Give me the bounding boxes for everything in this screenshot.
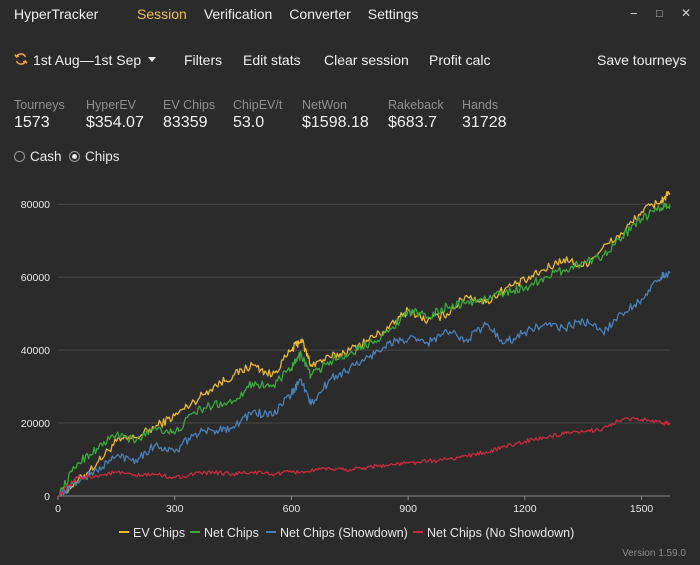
y-tick-label: 80000	[21, 199, 50, 211]
profit-calc-button[interactable]: Profit calc	[429, 52, 491, 68]
clear-session-button[interactable]: Clear session	[324, 52, 409, 68]
stat-label: ChipEV/t	[233, 98, 283, 112]
filters-button[interactable]: Filters	[184, 52, 223, 68]
save-tourneys-button[interactable]: Save tourneys	[597, 52, 687, 68]
stat-value: $1598.18	[302, 114, 369, 131]
minimize-icon[interactable]: −	[630, 6, 638, 21]
y-tick-label: 20000	[21, 418, 50, 430]
chips-radio[interactable]: Chips	[69, 149, 120, 164]
x-tick-label: 600	[283, 503, 301, 515]
title-bar: HyperTracker Session Verification Conver…	[0, 0, 700, 28]
legend-swatch	[413, 531, 423, 533]
date-range-label: 1st Aug—1st Sep	[33, 52, 142, 68]
edit-stats-button[interactable]: Edit stats	[243, 52, 301, 68]
stat-value: 83359	[163, 114, 208, 131]
x-tick-label: 1200	[513, 503, 537, 515]
cash-radio[interactable]: Cash	[14, 149, 62, 164]
chart-grid	[58, 203, 670, 497]
app-title: HyperTracker	[14, 6, 99, 22]
stat-tourneys: Tourneys 1573	[14, 98, 65, 132]
stat-hands: Hands 31728	[462, 98, 507, 132]
legend-label: Net Chips (No Showdown)	[427, 526, 575, 540]
radio-label: Chips	[85, 149, 120, 164]
y-tick-label: 60000	[21, 272, 50, 284]
stat-label: HyperEV	[86, 98, 137, 112]
stat-chipev-per-t: ChipEV/t 53.0	[233, 98, 282, 132]
legend-item-net-chips[interactable]: Net Chips	[190, 526, 259, 540]
legend-label: Net Chips (Showdown)	[280, 526, 408, 540]
x-tick-label: 1500	[630, 503, 654, 515]
stat-label: Tourneys	[14, 98, 65, 112]
legend-swatch	[190, 531, 200, 533]
tab-settings[interactable]: Settings	[367, 6, 419, 22]
maximize-icon[interactable]: □	[656, 8, 663, 20]
y-tick-label: 0	[44, 491, 50, 503]
x-tick-label: 900	[399, 503, 417, 515]
chart-series	[58, 191, 671, 497]
series-line-net-chips-showdown	[58, 270, 671, 497]
stat-value: 31728	[462, 114, 507, 131]
tab-verification[interactable]: Verification	[203, 6, 273, 22]
series-line-net-chips	[58, 202, 671, 497]
stat-value: $354.07	[86, 114, 144, 131]
refresh-icon[interactable]	[14, 52, 28, 66]
series-line-ev-chips	[58, 191, 671, 497]
legend-item-net-chips-no-showdown[interactable]: Net Chips (No Showdown)	[413, 526, 574, 540]
tab-session[interactable]: Session	[137, 6, 187, 22]
toolbar: 1st Aug—1st Sep Filters Edit stats Clear…	[0, 52, 700, 72]
x-tick-label: 0	[55, 503, 61, 515]
version-label: Version 1.59.0	[622, 548, 686, 559]
chevron-down-icon	[148, 57, 157, 62]
radio-label: Cash	[30, 149, 62, 164]
radio-indicator	[14, 151, 25, 162]
legend-item-net-chips-showdown[interactable]: Net Chips (Showdown)	[266, 526, 408, 540]
tab-converter[interactable]: Converter	[289, 6, 351, 22]
stat-netwon: NetWon $1598.18	[302, 98, 369, 132]
close-icon[interactable]: ✕	[681, 6, 692, 20]
stat-label: Hands	[462, 98, 499, 112]
main-nav: Session Verification Converter Settings	[137, 6, 435, 22]
stat-value: 1573	[14, 114, 50, 131]
stat-value: 53.0	[233, 114, 265, 131]
radio-indicator	[69, 151, 80, 162]
stat-value: $683.7	[388, 114, 437, 131]
legend-swatch	[119, 531, 129, 533]
series-line-net-chips-no-showdown	[58, 416, 671, 497]
stat-ev-chips: EV Chips 83359	[163, 98, 215, 132]
stat-label: Rakeback	[388, 98, 444, 112]
y-tick-label: 40000	[21, 345, 50, 357]
x-tick-label: 300	[166, 503, 184, 515]
stat-hyperev: HyperEV $354.07	[86, 98, 144, 132]
chips-chart: 0 20000 40000 60000 80000 0 300 600 900 1200 1500	[21, 191, 671, 515]
stat-label: NetWon	[302, 98, 347, 112]
stat-rakeback: Rakeback $683.7	[388, 98, 444, 132]
stat-label: EV Chips	[163, 98, 216, 112]
legend-label: EV Chips	[133, 526, 186, 540]
legend-label: Net Chips	[204, 526, 259, 540]
legend-item-ev-chips[interactable]: EV Chips	[119, 526, 185, 540]
chart-axes: 0 20000 40000 60000 80000 0 300 600 900 1200 1500	[21, 199, 670, 515]
legend-swatch	[266, 531, 276, 533]
date-range-dropdown[interactable]: 1st Aug—1st Sep	[33, 52, 157, 68]
